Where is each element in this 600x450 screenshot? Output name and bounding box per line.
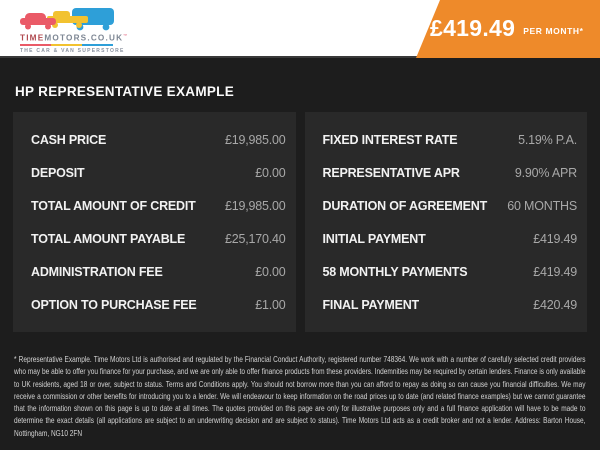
- finance-value: £419.49: [533, 264, 577, 279]
- monthly-price: £419.49: [430, 14, 516, 41]
- finance-value: £419.49: [533, 231, 577, 246]
- finance-value: £1.00: [255, 297, 286, 312]
- finance-row: FINAL PAYMENT £420.49: [305, 288, 588, 321]
- finance-label: CASH PRICE: [31, 132, 107, 147]
- top-banner: TIMEMOTORS.CO.UK™ THE CAR & VAN SUPERSTO…: [0, 0, 600, 58]
- finance-row: ADMINISTRATION FEE £0.00: [13, 255, 296, 288]
- finance-row: DEPOSIT £0.00: [13, 156, 296, 189]
- finance-label: REPRESENTATIVE APR: [322, 165, 460, 180]
- finance-value: £0.00: [255, 264, 286, 279]
- finance-label: 58 MONTHLY PAYMENTS: [322, 264, 468, 279]
- finance-row: CASH PRICE £19,985.00: [13, 123, 296, 156]
- monthly-price-suffix: PER MONTH*: [523, 26, 584, 36]
- finance-value: £25,170.40: [224, 231, 286, 246]
- finance-value: £19,985.00: [224, 132, 286, 147]
- logo-tagline: THE CAR & VAN SUPERSTORE: [20, 47, 125, 54]
- finance-label: FIXED INTEREST RATE: [322, 132, 458, 147]
- finance-value: £0.00: [255, 165, 286, 180]
- finance-label: FINAL PAYMENT: [322, 297, 420, 312]
- logo-title-rest: MOTORS.CO.UK: [44, 33, 124, 43]
- banner-price: £419.49 PER MONTH*: [430, 0, 590, 56]
- logo-bar-red: [20, 43, 51, 46]
- finance-panels: CASH PRICE £19,985.00 DEPOSIT £0.00 TOTA…: [13, 112, 587, 332]
- finance-row: TOTAL AMOUNT OF CREDIT £19,985.00: [13, 189, 296, 222]
- finance-value: £420.49: [533, 297, 577, 312]
- legal-disclaimer: * Representative Example. Time Motors Lt…: [14, 354, 586, 438]
- finance-value: £19,985.00: [224, 198, 286, 213]
- page-title: HP REPRESENTATIVE EXAMPLE: [15, 84, 235, 99]
- finance-row: DURATION OF AGREEMENT 60 MONTHS: [305, 189, 588, 222]
- banner-orange-diagonal: [416, 0, 600, 58]
- logo-bar-blue: [82, 43, 113, 46]
- finance-label: OPTION TO PURCHASE FEE: [31, 297, 197, 312]
- timemotors-logo[interactable]: TIMEMOTORS.CO.UK™ THE CAR & VAN SUPERSTO…: [20, 7, 127, 54]
- finance-label: INITIAL PAYMENT: [322, 231, 426, 246]
- finance-label: DEPOSIT: [31, 165, 85, 180]
- finance-row: OPTION TO PURCHASE FEE £1.00: [13, 288, 296, 321]
- finance-panel-left: CASH PRICE £19,985.00 DEPOSIT £0.00 TOTA…: [13, 112, 296, 332]
- finance-value: 5.19% P.A.: [518, 132, 577, 147]
- finance-row: INITIAL PAYMENT £419.49: [305, 222, 588, 255]
- finance-row: FIXED INTEREST RATE 5.19% P.A.: [305, 123, 588, 156]
- logo-title: TIMEMOTORS.CO.UK™: [20, 33, 127, 43]
- logo-trademark: ™: [123, 33, 128, 38]
- finance-label: DURATION OF AGREEMENT: [322, 198, 488, 213]
- finance-label: TOTAL AMOUNT OF CREDIT: [31, 198, 196, 213]
- finance-value: 9.90% APR: [514, 165, 577, 180]
- finance-panel-right: FIXED INTEREST RATE 5.19% P.A. REPRESENT…: [304, 112, 588, 332]
- finance-label: ADMINISTRATION FEE: [31, 264, 163, 279]
- finance-row: REPRESENTATIVE APR 9.90% APR: [305, 156, 588, 189]
- logo-bar-yellow: [51, 43, 82, 46]
- finance-row: 58 MONTHLY PAYMENTS £419.49: [305, 255, 588, 288]
- finance-value: 60 MONTHS: [507, 198, 577, 213]
- finance-row: TOTAL AMOUNT PAYABLE £25,170.40: [13, 222, 296, 255]
- logo-title-time: TIME: [20, 33, 45, 43]
- logo-tricolor-bar: [20, 43, 113, 46]
- finance-label: TOTAL AMOUNT PAYABLE: [31, 231, 186, 246]
- logo-cars-icon: [20, 8, 114, 31]
